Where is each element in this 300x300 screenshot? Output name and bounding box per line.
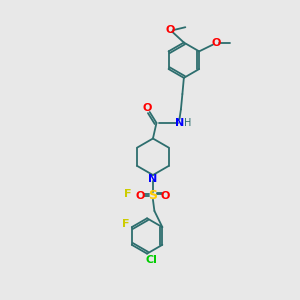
Text: S: S — [148, 189, 158, 202]
Text: F: F — [124, 189, 131, 199]
Text: N: N — [148, 174, 158, 184]
Text: O: O — [160, 190, 170, 201]
Text: Cl: Cl — [146, 254, 158, 265]
Text: O: O — [211, 38, 220, 48]
Text: N: N — [175, 118, 184, 128]
Text: O: O — [165, 25, 175, 35]
Text: O: O — [143, 103, 152, 113]
Text: F: F — [122, 219, 129, 229]
Text: O: O — [136, 190, 145, 201]
Text: H: H — [184, 118, 191, 128]
